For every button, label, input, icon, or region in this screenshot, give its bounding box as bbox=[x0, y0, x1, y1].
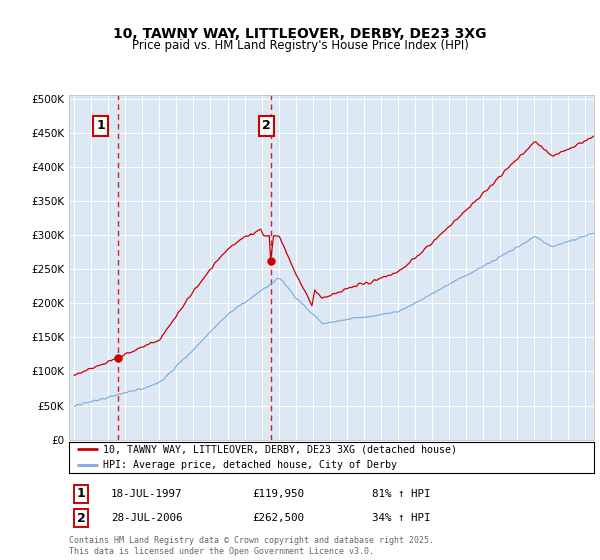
Text: 34% ↑ HPI: 34% ↑ HPI bbox=[372, 513, 431, 523]
Text: Price paid vs. HM Land Registry's House Price Index (HPI): Price paid vs. HM Land Registry's House … bbox=[131, 39, 469, 52]
Text: 10, TAWNY WAY, LITTLEOVER, DERBY, DE23 3XG (detached house): 10, TAWNY WAY, LITTLEOVER, DERBY, DE23 3… bbox=[103, 444, 457, 454]
Text: 2: 2 bbox=[77, 511, 85, 525]
Text: 18-JUL-1997: 18-JUL-1997 bbox=[111, 489, 182, 499]
Text: 10, TAWNY WAY, LITTLEOVER, DERBY, DE23 3XG: 10, TAWNY WAY, LITTLEOVER, DERBY, DE23 3… bbox=[113, 27, 487, 41]
Text: £262,500: £262,500 bbox=[252, 513, 304, 523]
Text: £119,950: £119,950 bbox=[252, 489, 304, 499]
Text: HPI: Average price, detached house, City of Derby: HPI: Average price, detached house, City… bbox=[103, 460, 397, 470]
Text: 2: 2 bbox=[262, 119, 271, 132]
Text: 1: 1 bbox=[96, 119, 105, 132]
Text: 28-JUL-2006: 28-JUL-2006 bbox=[111, 513, 182, 523]
Text: 1: 1 bbox=[77, 487, 85, 501]
Text: Contains HM Land Registry data © Crown copyright and database right 2025.
This d: Contains HM Land Registry data © Crown c… bbox=[69, 536, 434, 556]
Text: 81% ↑ HPI: 81% ↑ HPI bbox=[372, 489, 431, 499]
